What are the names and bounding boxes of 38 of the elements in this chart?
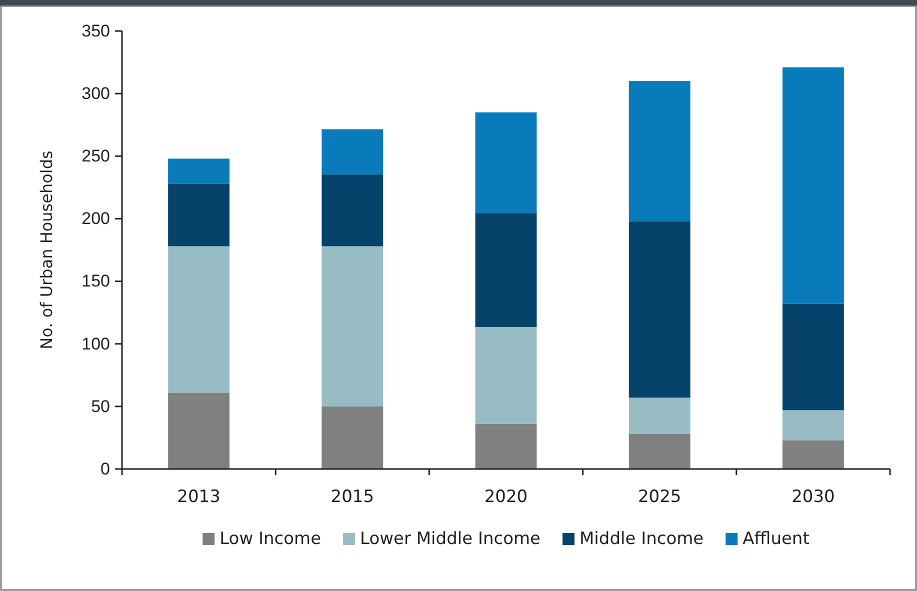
legend-label: Middle Income (580, 529, 704, 549)
bar (475, 213, 537, 327)
bar (782, 304, 844, 410)
bar (628, 221, 690, 398)
bar (475, 424, 537, 469)
bar (628, 398, 690, 434)
bar (782, 410, 844, 440)
x-tick-label: 2015 (330, 487, 374, 507)
bar (168, 246, 230, 393)
bar (475, 112, 537, 214)
bar (475, 326, 537, 424)
bar (322, 246, 384, 406)
bar (782, 67, 844, 304)
bar (322, 174, 384, 246)
y-tick-label: 250 (82, 146, 110, 166)
bar (168, 392, 230, 469)
bar (628, 434, 690, 469)
y-axis-title: No. of Urban Households (37, 150, 56, 350)
y-tick-label: 0 (100, 459, 110, 478)
y-tick-label: 100 (82, 334, 110, 354)
y-tick-label: 150 (82, 272, 110, 291)
bar (322, 406, 384, 469)
bar (322, 129, 384, 174)
bar (782, 440, 844, 469)
y-tick-label: 50 (91, 396, 110, 416)
bar (628, 81, 690, 222)
legend-label: Lower Middle Income (360, 529, 541, 549)
y-tick-label: 350 (82, 21, 110, 40)
bar (168, 184, 230, 246)
legend-label: Low Income (220, 529, 322, 549)
bar (168, 158, 230, 184)
y-tick-label: 300 (82, 84, 110, 104)
y-tick-label: 200 (82, 209, 110, 228)
x-tick-label: 2020 (484, 487, 528, 507)
x-tick-label: 2025 (638, 487, 682, 507)
x-tick-label: 2013 (177, 487, 220, 507)
x-tick-label: 2030 (792, 487, 835, 507)
legend-label: Affluent (742, 529, 810, 549)
